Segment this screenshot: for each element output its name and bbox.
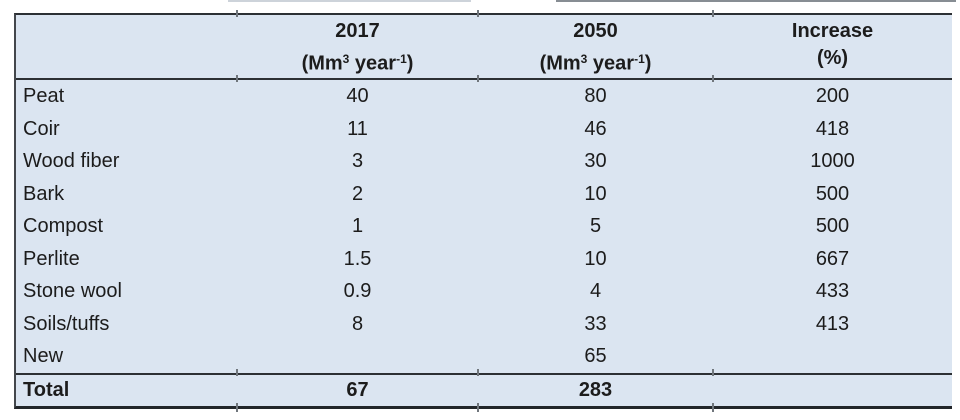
unit-text: year — [349, 52, 397, 75]
value-2017: 3 — [351, 150, 364, 172]
column-header-2017: 2017 (Mm3 year-1) — [237, 15, 478, 78]
table-row-coir: Coir 11 46 418 — [16, 113, 952, 146]
column-divider-tick — [712, 75, 714, 82]
unit-text: (Mm — [539, 52, 581, 75]
table-row-stone-wool: Stone wool 0.9 4 433 — [16, 275, 952, 308]
value-2017: 2 — [351, 182, 364, 205]
unit-superscript: -1 — [396, 52, 407, 66]
growing-media-table: 2017 (Mm3 year-1) 2050 (Mm3 year-1) Incr… — [14, 10, 952, 412]
column-divider-tick — [236, 75, 238, 82]
row-label: Coir — [23, 117, 60, 140]
table-row-wood-fiber: Wood fiber 3 30 1000 — [16, 145, 952, 178]
unit-superscript: -1 — [634, 52, 645, 66]
value-2050: 65 — [584, 345, 607, 367]
table-row-soils-tuffs: Soils/tuffs 8 33 413 — [16, 308, 952, 341]
row-label: Bark — [23, 182, 65, 205]
value-2017: 1.5 — [343, 247, 372, 270]
value-increase — [713, 340, 952, 373]
column-divider-tick — [477, 75, 479, 82]
row-label: Compost — [23, 215, 104, 237]
column-header-blank — [16, 15, 237, 78]
row-label: Perlite — [23, 247, 80, 270]
table-row-peat: Peat 40 80 200 — [16, 80, 952, 113]
column-divider-tick — [236, 369, 238, 376]
unit-text: (Mm — [301, 52, 343, 75]
unit-text: ) — [406, 52, 414, 75]
value-2050: 5 — [589, 215, 602, 237]
column-divider-tick — [477, 369, 479, 376]
column-header-2050: 2050 (Mm3 year-1) — [478, 15, 713, 78]
column-unit: (%) — [713, 45, 952, 72]
total-increase — [713, 375, 952, 406]
value-increase: 667 — [815, 247, 850, 270]
total-2017: 67 — [346, 378, 369, 401]
row-label: New — [23, 345, 64, 367]
total-label: Total — [23, 378, 70, 401]
value-2017: 1 — [351, 215, 364, 237]
column-divider-tick — [477, 10, 479, 17]
value-2050: 33 — [584, 312, 607, 335]
column-divider-tick — [712, 369, 714, 376]
column-divider-tick — [477, 403, 479, 412]
unit-superscript: 3 — [342, 52, 350, 66]
value-2050: 10 — [584, 182, 607, 205]
value-2050: 4 — [589, 280, 602, 302]
value-increase: 500 — [815, 182, 850, 205]
value-2050: 30 — [584, 150, 607, 172]
value-2017 — [237, 340, 478, 373]
value-increase: 433 — [815, 280, 850, 302]
table-row-new: New 65 — [16, 340, 952, 373]
table-row-bark: Bark 2 10 500 — [16, 178, 952, 211]
column-header-increase: Increase (%) — [713, 15, 952, 78]
column-title: 2017 — [335, 20, 380, 42]
value-2017: 8 — [351, 312, 364, 335]
table-header-row: 2017 (Mm3 year-1) 2050 (Mm3 year-1) Incr… — [16, 15, 952, 80]
column-divider-tick — [236, 10, 238, 17]
value-increase: 418 — [815, 117, 850, 140]
unit-text: ) — [644, 52, 652, 75]
value-increase: 200 — [815, 85, 850, 107]
value-increase: 500 — [815, 215, 850, 237]
table-row-total: Total 67 283 — [16, 372, 952, 406]
column-divider-tick — [712, 10, 714, 17]
value-2050: 80 — [584, 85, 607, 107]
row-label: Wood fiber — [23, 150, 120, 172]
unit-text: (%) — [816, 47, 849, 69]
value-increase: 413 — [815, 312, 850, 335]
value-increase: 1000 — [810, 150, 855, 172]
cropped-content-artifact-left — [228, 0, 471, 2]
unit-text: year — [587, 52, 635, 75]
value-2017: 0.9 — [343, 280, 372, 302]
unit-superscript: 3 — [580, 52, 588, 66]
column-unit: (Mm3 year-1) — [237, 45, 478, 78]
cropped-content-artifact-right — [556, 0, 956, 2]
value-2017: 40 — [346, 85, 369, 107]
table-row-perlite: Perlite 1.5 10 667 — [16, 243, 952, 276]
column-unit: (Mm3 year-1) — [478, 45, 713, 78]
row-label: Peat — [23, 85, 65, 107]
column-title: 2050 — [573, 20, 618, 42]
column-divider-tick — [236, 403, 238, 412]
row-label: Stone wool — [23, 280, 122, 302]
column-title: Increase — [791, 20, 874, 42]
value-2050: 10 — [584, 247, 607, 270]
total-2050: 283 — [578, 378, 613, 401]
row-label: Soils/tuffs — [23, 312, 110, 335]
value-2017: 11 — [347, 117, 368, 140]
value-2050: 46 — [584, 117, 607, 140]
table-row-compost: Compost 1 5 500 — [16, 210, 952, 243]
column-divider-tick — [712, 403, 714, 412]
